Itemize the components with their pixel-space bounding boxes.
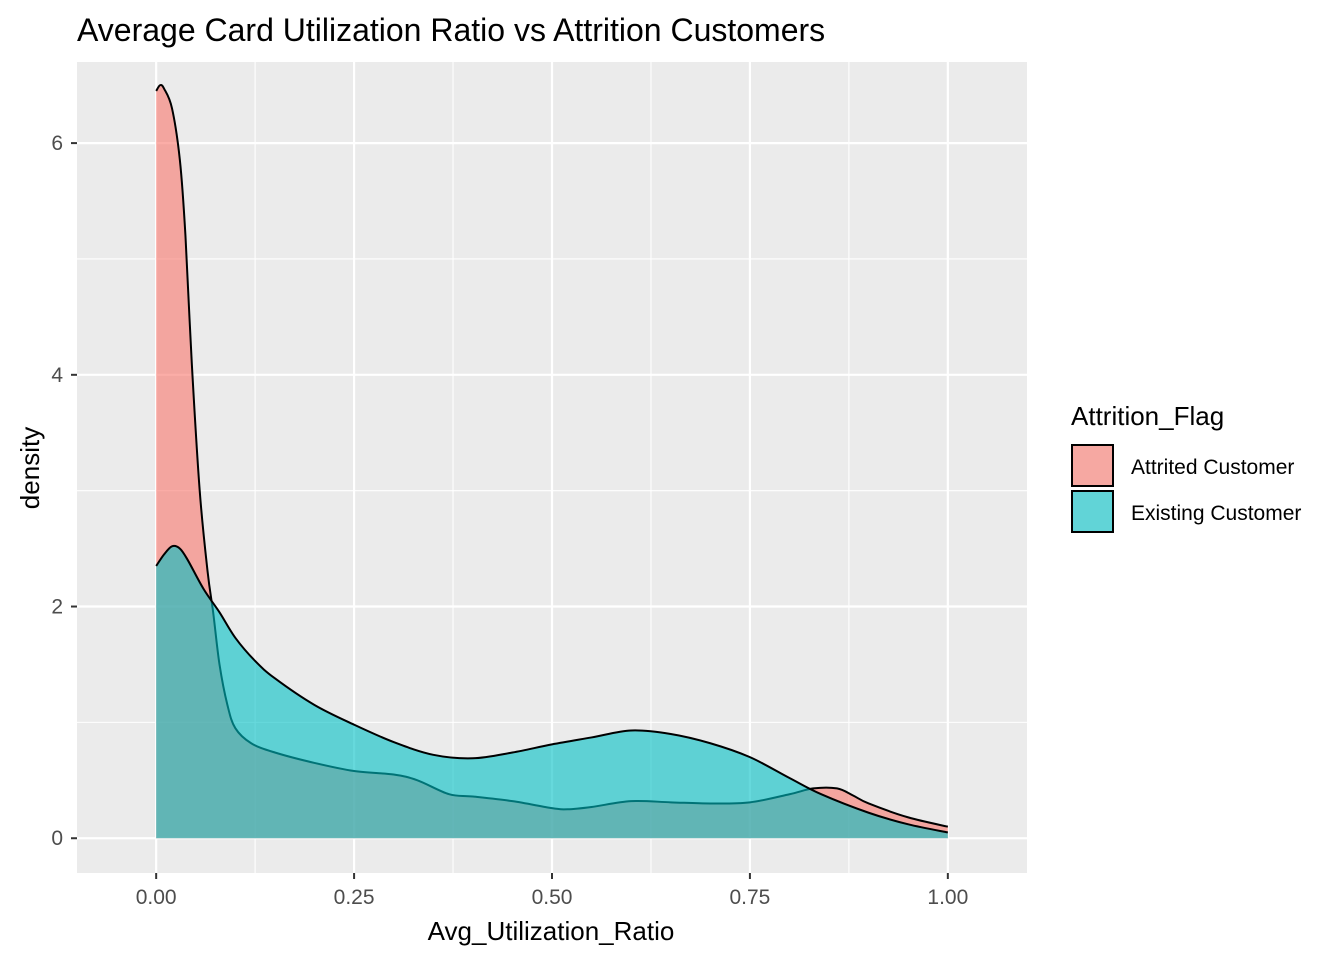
x-axis: 0.00 0.25 0.50 0.75 1.00: [136, 873, 968, 909]
major-gridlines: [77, 62, 1027, 873]
legend-swatch-attrited-customer: [1071, 444, 1114, 487]
density-line-existing-customer: [155, 544, 949, 834]
x-tick-label: 0.75: [729, 886, 770, 909]
x-tick-label: 1.00: [927, 886, 968, 909]
x-tick-label: 0.00: [136, 886, 177, 909]
legend-label-attrited-customer: Attrited Customer: [1131, 456, 1294, 479]
y-tick-label: 2: [51, 596, 63, 619]
legend-title: Attrition_Flag: [1071, 401, 1224, 431]
y-tick-label: 6: [51, 132, 63, 155]
legend: Attrition_Flag Attrited Customer Existing…: [1071, 401, 1301, 533]
y-axis: 0 2 4 6: [51, 132, 77, 850]
density-area-existing-customer: [156, 545, 948, 839]
y-axis-title: density: [15, 427, 45, 509]
x-tick-label: 0.25: [334, 886, 375, 909]
chart-title: Average Card Utilization Ratio vs Attrit…: [77, 12, 825, 48]
legend-label-existing-customer: Existing Customer: [1131, 502, 1301, 525]
y-tick-label: 0: [51, 827, 63, 850]
y-tick-label: 4: [51, 364, 63, 387]
density-areas: [155, 84, 949, 839]
legend-swatch-existing-customer: [1071, 490, 1114, 533]
x-tick-label: 0.50: [532, 886, 573, 909]
x-axis-title: Avg_Utilization_Ratio: [428, 916, 675, 946]
